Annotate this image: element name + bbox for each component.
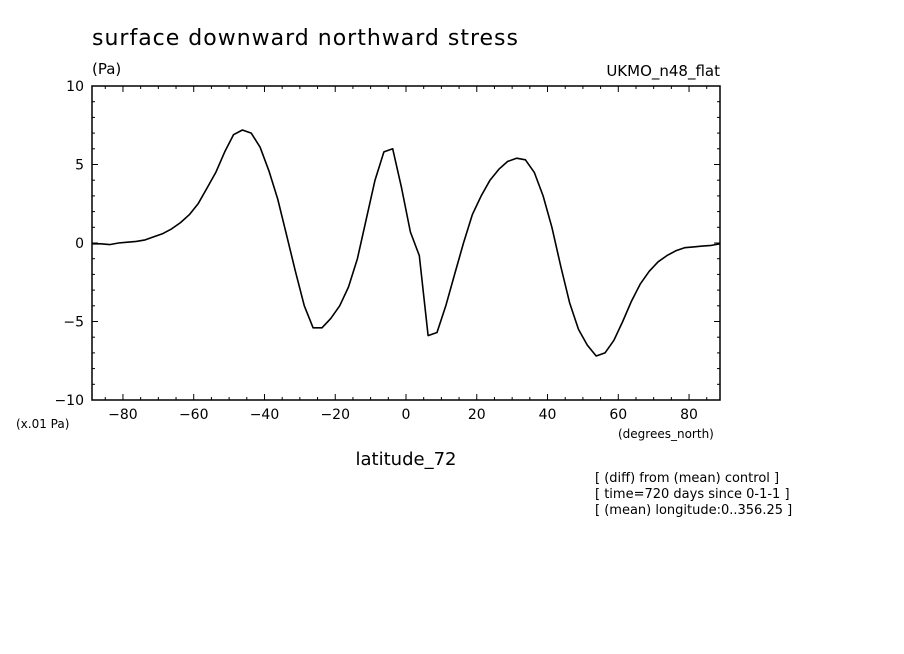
x-tick-label: −40	[250, 407, 280, 423]
y-tick-label: −5	[63, 315, 84, 331]
x-axis-label: latitude_72	[356, 449, 457, 470]
note-line-2: [ time=720 days since 0-1-1 ]	[595, 487, 790, 502]
y-tick-label: −10	[54, 393, 84, 409]
scale-label: (x.01 Pa)	[16, 417, 69, 431]
y-tick-label: 0	[75, 236, 84, 252]
x-tick-label: 0	[402, 407, 411, 423]
x-units-label: (degrees_north)	[618, 427, 714, 441]
x-tick-label: −60	[179, 407, 209, 423]
x-tick-label: 20	[468, 407, 486, 423]
x-tick-label: 40	[539, 407, 557, 423]
y-tick-label: 5	[75, 158, 84, 174]
series-group	[92, 129, 721, 357]
x-tick-label: −20	[320, 407, 350, 423]
chart-title: surface downward northward stress	[92, 26, 519, 51]
x-tick-label: 80	[680, 407, 698, 423]
x-axis-ticks: −80 −60 −40 −20 0 20 40 60 80	[104, 86, 708, 423]
note-line-3: [ (mean) longitude:0..356.25 ]	[595, 503, 792, 518]
x-tick-label: −80	[108, 407, 138, 423]
y-tick-label: 10	[66, 79, 84, 95]
plot-frame	[91, 85, 721, 401]
model-label: UKMO_n48_flat	[606, 62, 720, 81]
x-tick-label: 60	[609, 407, 627, 423]
y-axis-ticks: 10 5 0 −5 −10	[54, 79, 720, 409]
series-line	[92, 129, 721, 357]
note-line-1: [ (diff) from (mean) control ]	[595, 471, 779, 486]
units-label: (Pa)	[92, 60, 121, 78]
